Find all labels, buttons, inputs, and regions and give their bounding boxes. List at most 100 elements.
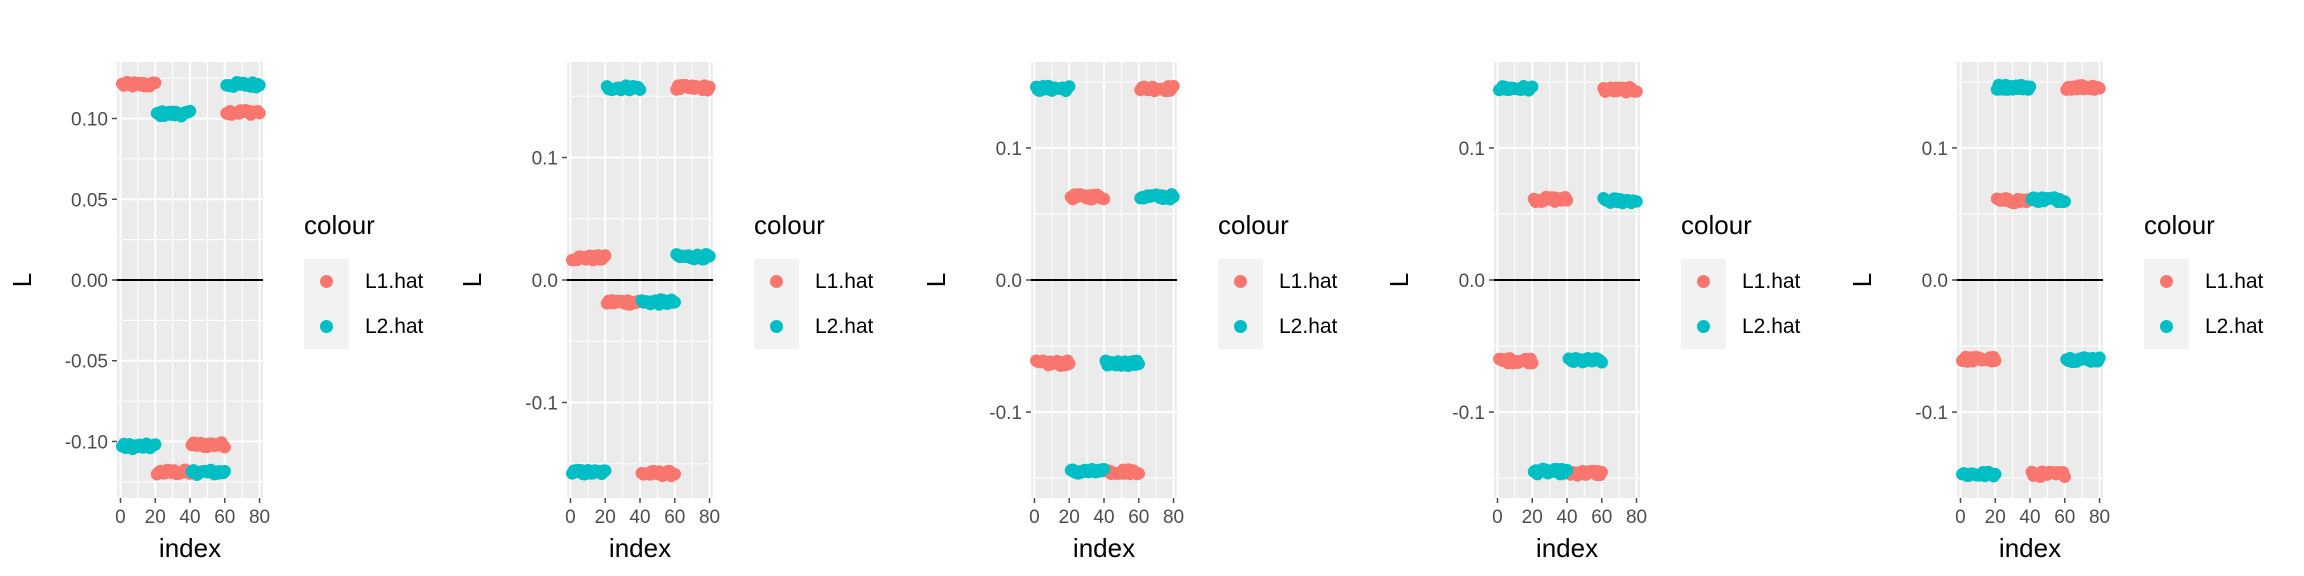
x-axis-title: index: [159, 533, 221, 563]
data-point: [599, 464, 612, 477]
x-tick-label: 20: [595, 507, 616, 528]
series-L2.hat: [116, 75, 266, 481]
data-point: [633, 83, 647, 96]
x-tick-label: 60: [664, 507, 685, 528]
series-L1.hat: [116, 75, 266, 481]
x-axis-title: index: [609, 533, 671, 563]
x-tick-label: 20: [1059, 507, 1080, 528]
data-point: [668, 295, 681, 309]
y-tick-label: 0.0: [1922, 271, 1948, 292]
legend-label: L1.hat: [365, 270, 424, 293]
legend: colour L1.hat L2.hat: [304, 210, 424, 349]
data-point: [1595, 356, 1608, 369]
y-tick-label: -0.1: [989, 403, 1022, 424]
y-tick-label: 0.05: [71, 190, 108, 211]
legend: colour L1.hat L2.hat: [2144, 210, 2264, 349]
data-point: [218, 441, 231, 454]
legend-label: L1.hat: [1279, 270, 1338, 293]
legend: colour L1.hat L2.hat: [1218, 210, 1338, 349]
series-L2.hat: [1956, 78, 2106, 483]
legend-key-L2.hat: [2160, 320, 2173, 333]
data-point: [1630, 195, 1643, 208]
data-point: [1063, 80, 1076, 93]
x-axis-title: index: [1999, 533, 2061, 563]
x-axis-title: index: [1073, 533, 1135, 563]
data-point: [1989, 354, 2002, 367]
y-tick-label: -0.1: [1452, 403, 1485, 424]
chart-panel-1: -0.10 -0.05 0.00 0.05 0.10 0 20 40 60 80 index Lcol…: [7, 62, 424, 563]
legend-key-L1.hat: [1697, 275, 1710, 288]
x-tick-label: 80: [2089, 507, 2110, 528]
legend-key-L1.hat: [2160, 275, 2173, 288]
y-tick-label: 0.10: [71, 110, 108, 131]
series-L1.hat: [1493, 80, 1643, 482]
data-point: [1560, 194, 1574, 207]
legend-title: colour: [754, 210, 825, 240]
series-L2.hat: [566, 79, 716, 481]
legend-key-L1.hat: [1234, 275, 1247, 288]
legend-title: colour: [2144, 210, 2215, 240]
legend-label: L1.hat: [1742, 270, 1801, 293]
y-axis-title: L: [7, 273, 37, 287]
series-L2.hat: [1030, 79, 1180, 480]
legend-label: L2.hat: [1742, 315, 1801, 338]
data-point: [1167, 190, 1180, 203]
legend-title: colour: [1681, 210, 1752, 240]
data-point: [149, 76, 162, 90]
legend-label: L2.hat: [365, 315, 424, 338]
data-point: [2058, 195, 2071, 208]
x-tick-label: 0: [1029, 507, 1040, 528]
data-point: [703, 250, 716, 263]
y-tick-label: 0.1: [532, 149, 558, 170]
x-tick-label: 40: [1093, 507, 1114, 528]
x-tick-label: 80: [699, 507, 720, 528]
y-tick-label: -0.1: [525, 393, 558, 414]
y-axis-title: L: [1384, 273, 1414, 287]
y-tick-label: 0.1: [1922, 139, 1948, 160]
x-tick-label: 60: [2054, 507, 2075, 528]
data-point: [1167, 79, 1180, 93]
x-tick-label: 40: [2019, 507, 2040, 528]
legend-key-L2.hat: [1697, 320, 1710, 333]
data-point: [253, 78, 266, 92]
x-tick-label: 80: [1626, 507, 1647, 528]
series-L1.hat: [566, 78, 716, 483]
data-point: [149, 438, 162, 451]
legend-key-L2.hat: [1234, 320, 1247, 333]
legend-label: L1.hat: [2205, 270, 2264, 293]
y-axis-title: L: [457, 273, 487, 287]
data-point: [1132, 467, 1145, 480]
legend-title: colour: [1218, 210, 1289, 240]
data-point: [183, 104, 197, 118]
x-tick-label: 60: [214, 507, 235, 528]
y-axis-title: L: [921, 273, 951, 287]
series-L2.hat: [1493, 79, 1643, 481]
data-point: [599, 249, 612, 262]
legend-label: L2.hat: [1279, 315, 1338, 338]
data-point: [668, 467, 681, 481]
data-point: [1989, 467, 2002, 481]
y-tick-label: 0.0: [996, 271, 1022, 292]
y-tick-label: 0.1: [1459, 139, 1485, 160]
data-point: [2093, 351, 2106, 364]
y-tick-label: -0.1: [1915, 403, 1948, 424]
x-tick-label: 0: [1492, 507, 1503, 528]
data-point: [2093, 82, 2106, 95]
data-point: [218, 464, 231, 478]
y-tick-label: -0.05: [65, 352, 108, 373]
legend: colour L1.hat L2.hat: [754, 210, 874, 349]
data-point: [1097, 462, 1111, 476]
y-axis-title: L: [1847, 273, 1877, 287]
legend: colour L1.hat L2.hat: [1681, 210, 1801, 349]
legend-key-L1.hat: [320, 275, 333, 288]
data-point: [1063, 357, 1076, 370]
x-tick-label: 40: [179, 507, 200, 528]
legend-key-L2.hat: [320, 320, 333, 333]
legend-title: colour: [304, 210, 375, 240]
legend-key-L1.hat: [770, 275, 783, 288]
y-tick-label: 0.00: [71, 271, 108, 292]
legend-key-L2.hat: [770, 320, 783, 333]
x-tick-label: 20: [145, 507, 166, 528]
